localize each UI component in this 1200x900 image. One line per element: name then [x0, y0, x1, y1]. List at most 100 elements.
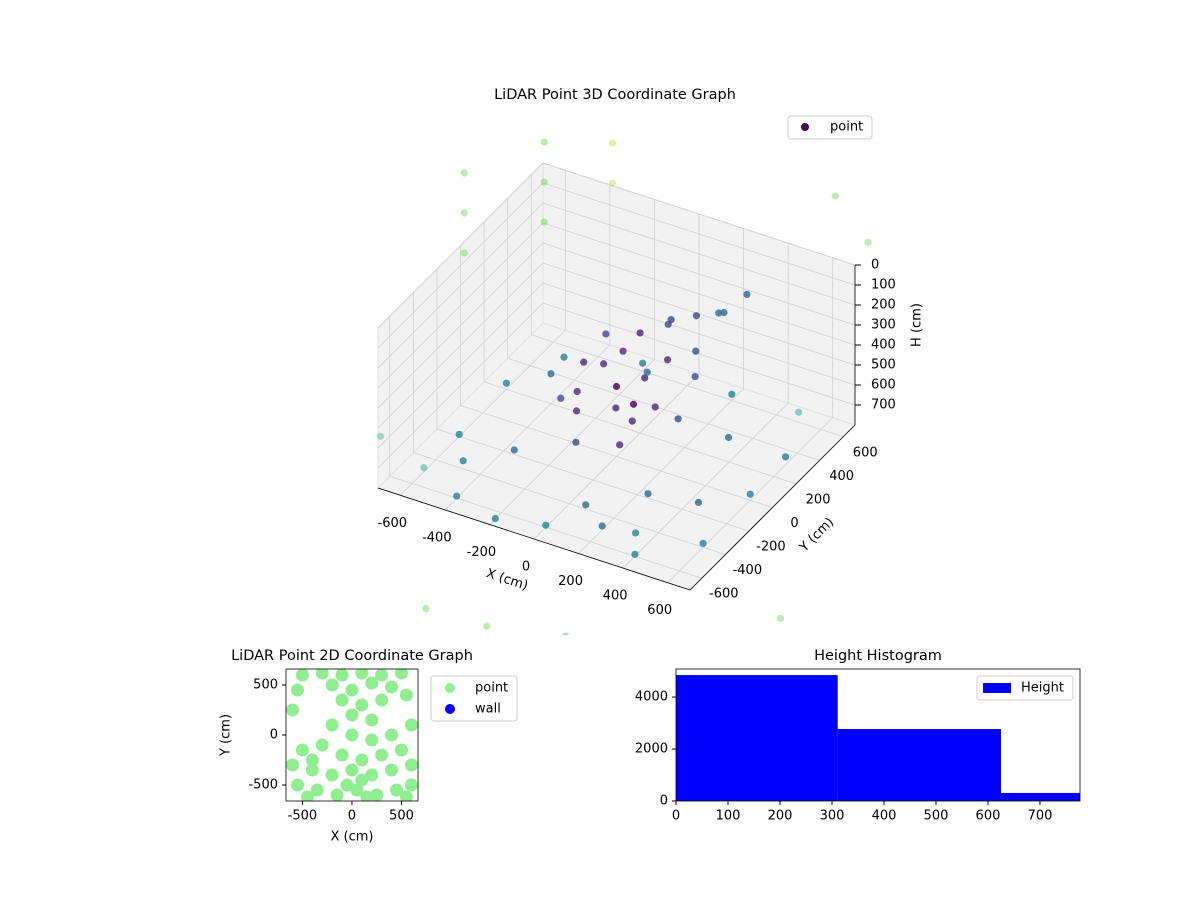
z-axis-label: H (cm)	[910, 303, 925, 347]
point	[453, 492, 461, 500]
point	[582, 501, 590, 509]
z-tick-label: 700	[871, 398, 896, 413]
point	[290, 778, 304, 792]
y-tick-label: 200	[806, 492, 831, 507]
grid-line	[377, 302, 544, 469]
point	[385, 680, 399, 694]
grid-line	[377, 202, 544, 369]
point	[598, 522, 606, 530]
point	[335, 669, 349, 682]
point	[510, 446, 518, 454]
y-tick-label: 600	[853, 445, 878, 460]
grid-line	[377, 182, 544, 349]
point	[547, 370, 555, 378]
x-tick-label: 400	[872, 809, 897, 824]
point	[376, 432, 385, 440]
point	[340, 778, 354, 792]
grid-line	[436, 428, 750, 532]
point	[540, 138, 548, 146]
grid-line	[483, 381, 797, 485]
point	[345, 763, 359, 777]
point	[394, 669, 408, 680]
legend-box	[787, 115, 873, 140]
point	[743, 290, 751, 298]
legend-marker	[983, 683, 1011, 693]
point	[325, 678, 339, 692]
point	[355, 773, 369, 787]
x-axis-label: X (cm)	[331, 830, 374, 845]
y-tick-label: 4000	[635, 690, 668, 705]
point	[385, 763, 399, 777]
point	[459, 457, 467, 465]
point	[580, 358, 588, 366]
point	[325, 718, 339, 732]
point	[831, 192, 839, 200]
grid-line	[542, 282, 856, 386]
point	[483, 622, 491, 630]
point	[399, 688, 413, 702]
legend-label: wall	[475, 702, 501, 717]
legend-marker	[445, 704, 455, 714]
y-tick-label: -600	[709, 587, 739, 602]
point	[355, 669, 369, 680]
point	[629, 400, 638, 408]
x-tick-label: 0	[672, 809, 680, 824]
legend-marker	[445, 683, 455, 693]
point	[460, 209, 468, 217]
x-tick-label: -200	[467, 545, 497, 560]
grid-line	[377, 222, 544, 389]
point	[795, 408, 803, 416]
bar	[676, 675, 838, 801]
point	[864, 238, 872, 246]
point	[631, 550, 639, 558]
grid-line	[531, 334, 844, 438]
point	[350, 783, 364, 797]
grid-line	[542, 162, 856, 266]
x-tick-label: -400	[422, 530, 452, 545]
point	[330, 788, 344, 801]
point	[572, 438, 580, 446]
x-tick-label: 0	[348, 809, 356, 824]
y-tick-label: -400	[733, 563, 763, 578]
point	[300, 790, 314, 801]
point	[295, 669, 309, 682]
point	[422, 604, 430, 612]
point	[776, 614, 785, 622]
point	[664, 356, 672, 364]
point	[692, 312, 701, 320]
point	[674, 415, 682, 423]
point	[619, 347, 627, 355]
point	[692, 347, 700, 355]
point	[651, 403, 659, 411]
point	[560, 353, 568, 361]
grid-line	[542, 222, 856, 326]
legend-label: Height	[1021, 681, 1064, 696]
point	[404, 758, 418, 772]
point	[394, 743, 408, 757]
point	[715, 309, 723, 317]
grid-line	[542, 242, 856, 346]
x-axis	[377, 487, 691, 591]
point	[460, 169, 468, 177]
point	[365, 733, 379, 747]
chart-title: LiDAR Point 2D Coordinate Graph	[231, 648, 473, 664]
point	[355, 753, 369, 767]
point	[542, 521, 550, 529]
grid-line	[413, 452, 726, 556]
plot-3d	[376, 138, 872, 635]
point	[385, 728, 399, 742]
point	[691, 372, 699, 381]
y-tick-label: 0	[270, 728, 278, 743]
point	[375, 748, 389, 762]
x-tick-label: 300	[820, 809, 845, 824]
y-tick-label: 0	[660, 794, 668, 809]
x-tick-label: 0	[522, 560, 530, 575]
point	[286, 703, 300, 717]
point	[694, 498, 703, 506]
point	[502, 379, 510, 387]
point	[639, 359, 647, 367]
point	[404, 778, 418, 792]
bar	[837, 729, 1001, 801]
point	[325, 768, 339, 782]
